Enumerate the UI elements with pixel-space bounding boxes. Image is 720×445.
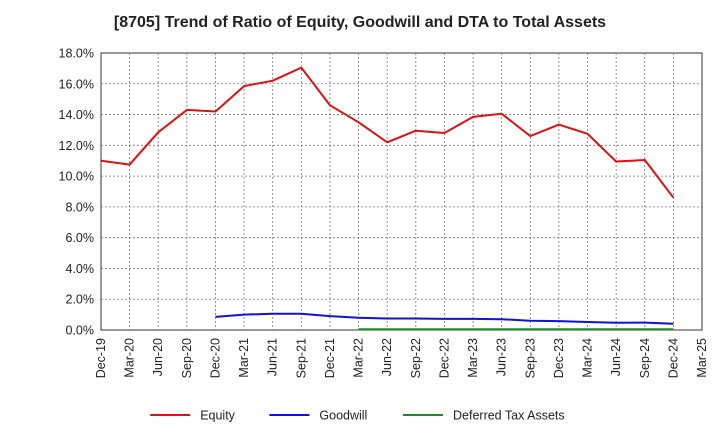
- y-tick-label: 14.0%: [59, 108, 94, 122]
- legend-label-equity: Equity: [200, 409, 235, 423]
- chart-title: [8705] Trend of Ratio of Equity, Goodwil…: [113, 14, 607, 31]
- y-tick-label: 16.0%: [59, 77, 94, 91]
- x-tick-label: Jun-22: [380, 338, 394, 376]
- y-tick-label: 0.0%: [66, 324, 95, 338]
- y-tick-label: 8.0%: [66, 200, 95, 214]
- x-tick-label: Dec-22: [437, 338, 451, 378]
- x-tick-label: Mar-22: [352, 338, 366, 378]
- y-tick-label: 2.0%: [66, 293, 95, 307]
- x-tick-label: Jun-21: [266, 338, 280, 376]
- y-tick-label: 18.0%: [59, 47, 94, 61]
- plot-frame: [100, 52, 703, 331]
- legend-label-goodwill: Goodwill: [319, 409, 367, 423]
- x-tick-label: Mar-20: [123, 338, 137, 378]
- x-tick-label: Sep-20: [180, 338, 194, 378]
- x-tick-label: Mar-21: [237, 338, 251, 378]
- x-tick-label: Mar-23: [466, 338, 480, 378]
- x-tick-label: Sep-23: [523, 338, 537, 378]
- x-tick-label: Dec-19: [94, 338, 108, 378]
- y-tick-label: 4.0%: [66, 262, 95, 276]
- x-tick-label: Mar-24: [581, 338, 595, 378]
- y-tick-label: 10.0%: [59, 170, 94, 184]
- y-tick-label: 12.0%: [59, 139, 94, 153]
- legend-label-deferred-tax-assets: Deferred Tax Assets: [453, 409, 565, 423]
- x-tick-label: Mar-25: [695, 338, 709, 378]
- x-tick-label: Jun-23: [495, 338, 509, 376]
- series-line-equity: [100, 66, 675, 199]
- x-tick-label: Dec-23: [552, 338, 566, 378]
- x-tick-label: Jun-24: [609, 338, 623, 376]
- x-tick-label: Sep-24: [638, 338, 652, 378]
- x-tick-label: Sep-22: [409, 338, 423, 378]
- x-tick-label: Dec-21: [323, 338, 337, 378]
- x-tick-label: Sep-21: [294, 338, 308, 378]
- x-tick-label: Dec-24: [666, 338, 680, 378]
- x-tick-label: Jun-20: [151, 338, 165, 376]
- y-tick-label: 6.0%: [66, 231, 95, 245]
- x-tick-label: Dec-20: [208, 338, 222, 378]
- series-line-goodwill: [215, 312, 674, 325]
